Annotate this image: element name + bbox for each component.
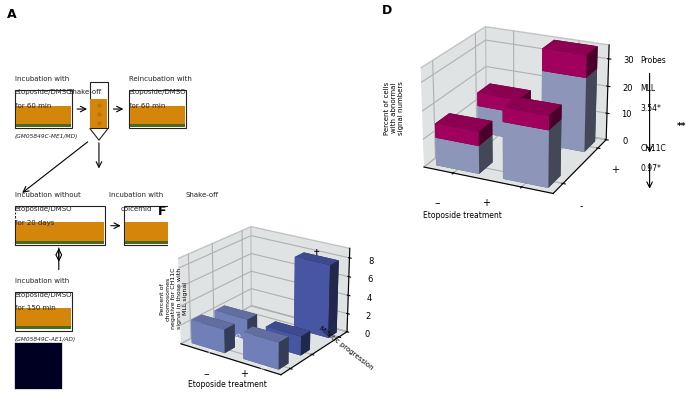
Bar: [194, 329, 211, 352]
Bar: [16, 241, 104, 244]
Text: (GM05849C-AE1/AD): (GM05849C-AE1/AD): [15, 336, 76, 342]
Bar: [14, 342, 62, 389]
Bar: [129, 89, 186, 128]
Bar: [124, 206, 181, 245]
Bar: [193, 206, 211, 253]
Text: for 60 min: for 60 min: [15, 103, 51, 109]
Text: FISH: FISH: [194, 300, 211, 309]
Text: Shake-off: Shake-off: [68, 89, 102, 95]
Text: Reincubation with: Reincubation with: [129, 76, 192, 82]
Text: Mitotic progression: Mitotic progression: [318, 325, 374, 371]
Text: B: B: [273, 10, 282, 23]
Polygon shape: [193, 253, 211, 265]
Text: 0.97*: 0.97*: [640, 164, 661, 173]
Text: 3.54*: 3.54*: [640, 104, 661, 113]
Text: Percent of cells
with abnormal
signal numbers: Percent of cells with abnormal signal nu…: [384, 81, 405, 135]
Text: Etoposide treatment: Etoposide treatment: [423, 211, 501, 219]
Bar: [16, 308, 71, 329]
Text: Incubation without: Incubation without: [15, 192, 80, 198]
Text: C: C: [273, 199, 282, 213]
Text: (GM05849C-ME1/MD): (GM05849C-ME1/MD): [15, 134, 78, 139]
Text: for 150 min: for 150 min: [15, 305, 55, 311]
Text: +: +: [239, 369, 248, 379]
Bar: [16, 222, 104, 244]
Text: H: H: [540, 207, 551, 220]
Text: G: G: [379, 210, 389, 223]
Bar: [15, 292, 72, 331]
Bar: [125, 222, 179, 244]
Polygon shape: [193, 352, 211, 362]
Text: etoposide/DMSO: etoposide/DMSO: [129, 89, 186, 95]
Bar: [16, 326, 71, 329]
Text: CH11C: CH11C: [640, 144, 666, 153]
Bar: [130, 105, 185, 127]
Polygon shape: [90, 128, 108, 140]
Text: –: –: [204, 369, 209, 379]
Bar: [194, 224, 211, 253]
Bar: [130, 124, 185, 127]
Bar: [16, 105, 71, 127]
Text: etoposide/DMSO: etoposide/DMSO: [15, 206, 72, 212]
Text: colcemid: colcemid: [121, 206, 152, 212]
Text: Shake-off: Shake-off: [186, 192, 219, 198]
Bar: [15, 206, 106, 245]
Text: F: F: [158, 205, 166, 217]
Text: Etoposide treatment: Etoposide treatment: [188, 380, 267, 389]
Text: E: E: [11, 210, 20, 223]
Text: –: –: [435, 198, 440, 209]
Bar: [90, 82, 108, 128]
Bar: [193, 315, 211, 352]
Text: Incubation with: Incubation with: [109, 192, 164, 198]
Bar: [125, 241, 179, 244]
Text: etoposide/DMSO: etoposide/DMSO: [15, 292, 72, 298]
Text: for 20 days: for 20 days: [15, 220, 54, 226]
Bar: [90, 99, 108, 128]
Text: Percent of
chromosomes
negative for CH11C
signal in those with
MLL signal: Percent of chromosomes negative for CH11…: [160, 268, 188, 330]
Text: A: A: [7, 8, 17, 21]
Text: MLL: MLL: [640, 84, 656, 93]
Text: I: I: [540, 304, 545, 316]
Text: **: **: [677, 122, 687, 131]
Bar: [15, 89, 72, 128]
Text: Probes: Probes: [640, 56, 666, 65]
Text: Incubation with: Incubation with: [15, 278, 69, 284]
Bar: [16, 124, 71, 127]
Text: D: D: [382, 4, 392, 17]
Text: Incubation with: Incubation with: [15, 76, 69, 82]
Text: etoposide/DMSO: etoposide/DMSO: [15, 89, 72, 95]
Text: for 60 min: for 60 min: [129, 103, 165, 109]
Text: +: +: [482, 198, 491, 209]
